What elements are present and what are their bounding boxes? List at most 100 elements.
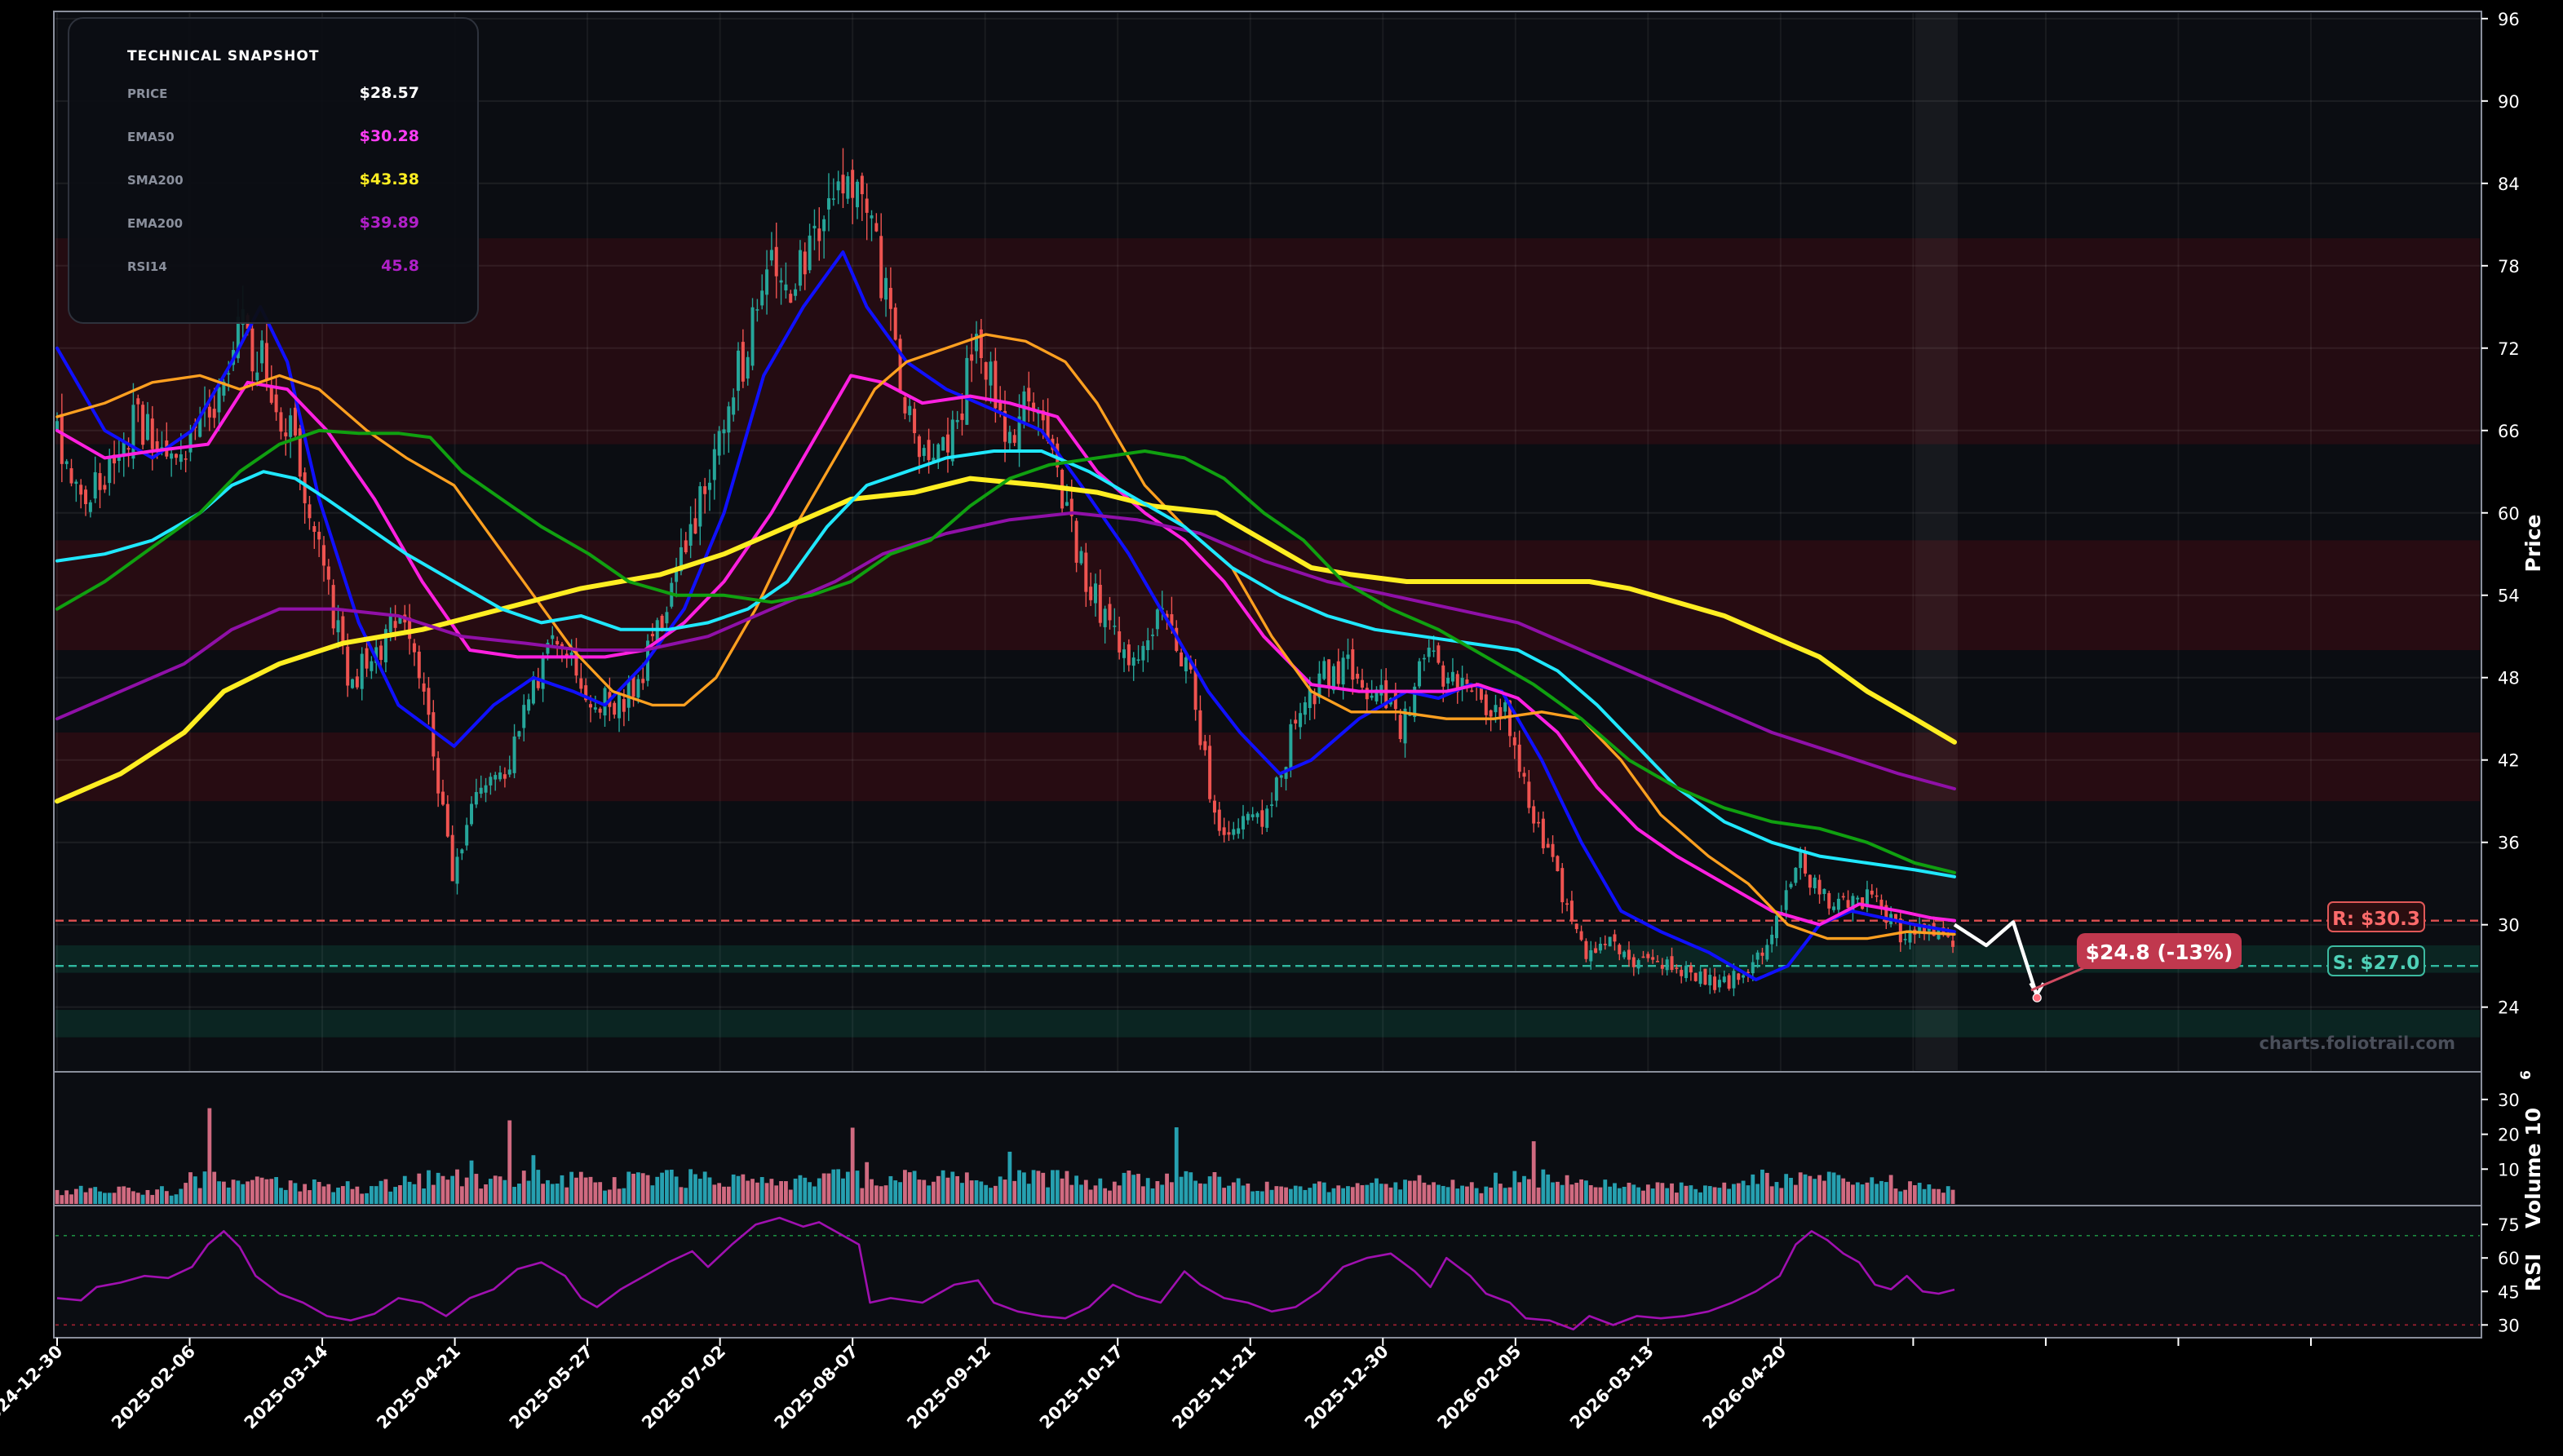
volume-bar <box>936 1175 941 1204</box>
volume-bar <box>1370 1183 1374 1204</box>
support-label: S: $27.0 <box>2333 953 2420 974</box>
volume-bar <box>1507 1187 1512 1204</box>
volume-bar <box>1336 1185 1341 1204</box>
volume-bar <box>155 1189 160 1204</box>
volume-bars <box>55 1108 1955 1204</box>
candle-body <box>98 472 102 490</box>
volume-bar <box>759 1177 764 1204</box>
volume-bar <box>741 1174 746 1204</box>
volume-bar <box>1060 1178 1065 1204</box>
candle-body <box>236 316 240 359</box>
candle-body <box>507 769 511 775</box>
candle-body <box>1217 809 1221 831</box>
volume-bar <box>1198 1183 1202 1204</box>
candle-body <box>955 419 959 423</box>
candle-body <box>618 693 622 719</box>
volume-bar <box>1741 1180 1746 1204</box>
candle-body <box>440 791 445 805</box>
candle-body <box>860 175 864 195</box>
candle-body <box>1636 960 1640 969</box>
volume-bar <box>479 1188 484 1204</box>
snapshot-label-sma200: SMA200 <box>127 173 184 188</box>
candle-body <box>1065 502 1069 507</box>
volume-bar <box>1846 1181 1850 1204</box>
candle-body <box>655 620 659 643</box>
volume-bar <box>336 1187 340 1204</box>
candle-body <box>1589 950 1593 962</box>
candle-body <box>1808 874 1812 888</box>
volume-bar <box>917 1179 922 1204</box>
volume-bar <box>1350 1187 1355 1204</box>
volume-bar <box>1393 1182 1398 1204</box>
candle-body <box>822 219 826 232</box>
volume-bar <box>1793 1184 1798 1204</box>
volume-bar <box>1608 1186 1613 1204</box>
candle-body <box>589 704 593 708</box>
moving-averages <box>55 250 1957 981</box>
price-tick-label: 78 <box>2498 257 2520 277</box>
volume-bar <box>1331 1188 1336 1204</box>
volume-bar <box>1569 1184 1574 1204</box>
candle-body <box>1836 898 1840 910</box>
candle-body <box>579 678 583 689</box>
volume-bar <box>546 1179 550 1204</box>
volume-bar <box>1598 1187 1603 1204</box>
candle-body <box>1408 714 1412 716</box>
volume-bar <box>812 1186 817 1204</box>
volume-bar <box>288 1180 293 1204</box>
candle-body <box>826 198 830 210</box>
volume-bar <box>326 1184 331 1204</box>
candle-body <box>1498 706 1503 717</box>
volume-bar <box>1875 1184 1879 1204</box>
zone-resistance <box>55 732 2480 802</box>
volume-bar <box>1046 1187 1050 1204</box>
candle-body <box>856 181 860 208</box>
volume-bar <box>617 1188 622 1204</box>
candle-body <box>603 688 607 716</box>
volume-bar <box>1259 1191 1264 1204</box>
volume-bar <box>669 1169 674 1204</box>
candle-body <box>1360 679 1364 688</box>
volume-bar <box>207 1108 212 1204</box>
support-tag: S: $27.0 <box>2327 945 2425 976</box>
volume-bar <box>407 1181 412 1204</box>
candle-body <box>383 629 387 662</box>
candle-body <box>1113 625 1117 627</box>
candle-body <box>326 566 330 580</box>
volume-bar <box>360 1193 365 1204</box>
volume-bar <box>321 1186 326 1204</box>
volume-bar <box>1517 1182 1522 1204</box>
candle-body <box>737 350 741 392</box>
volume-bar <box>398 1185 402 1204</box>
candle-body <box>84 489 88 505</box>
volume-bar <box>517 1184 521 1204</box>
volume-bar <box>1088 1189 1093 1204</box>
candle-body <box>707 482 711 490</box>
rsi-panel <box>53 1205 2482 1339</box>
volume-bar <box>679 1187 684 1204</box>
candle-body <box>1193 668 1197 710</box>
candle-body <box>1255 813 1259 817</box>
volume-bar <box>1041 1172 1046 1204</box>
volume-bar <box>707 1177 712 1204</box>
volume-bar <box>922 1179 927 1204</box>
volume-bar <box>955 1175 960 1204</box>
candle-body <box>794 289 798 296</box>
price-axis-label: Price <box>2521 515 2545 573</box>
volume-bar <box>1803 1174 1808 1204</box>
volume-bar <box>769 1179 774 1204</box>
volume-bar <box>488 1179 493 1204</box>
volume-bar <box>365 1193 369 1204</box>
volume-bar <box>555 1184 560 1204</box>
candle-body <box>870 215 874 219</box>
volume-bar <box>1736 1183 1741 1204</box>
volume-bar <box>1655 1182 1660 1204</box>
candle-body <box>1322 661 1326 679</box>
candle-body <box>1189 662 1193 670</box>
candle-body <box>703 486 707 494</box>
candle-body <box>1131 657 1135 666</box>
candle-body <box>888 287 892 309</box>
volume-bar <box>246 1181 250 1204</box>
volume-bar <box>1407 1180 1412 1204</box>
candle-body <box>1656 961 1660 963</box>
